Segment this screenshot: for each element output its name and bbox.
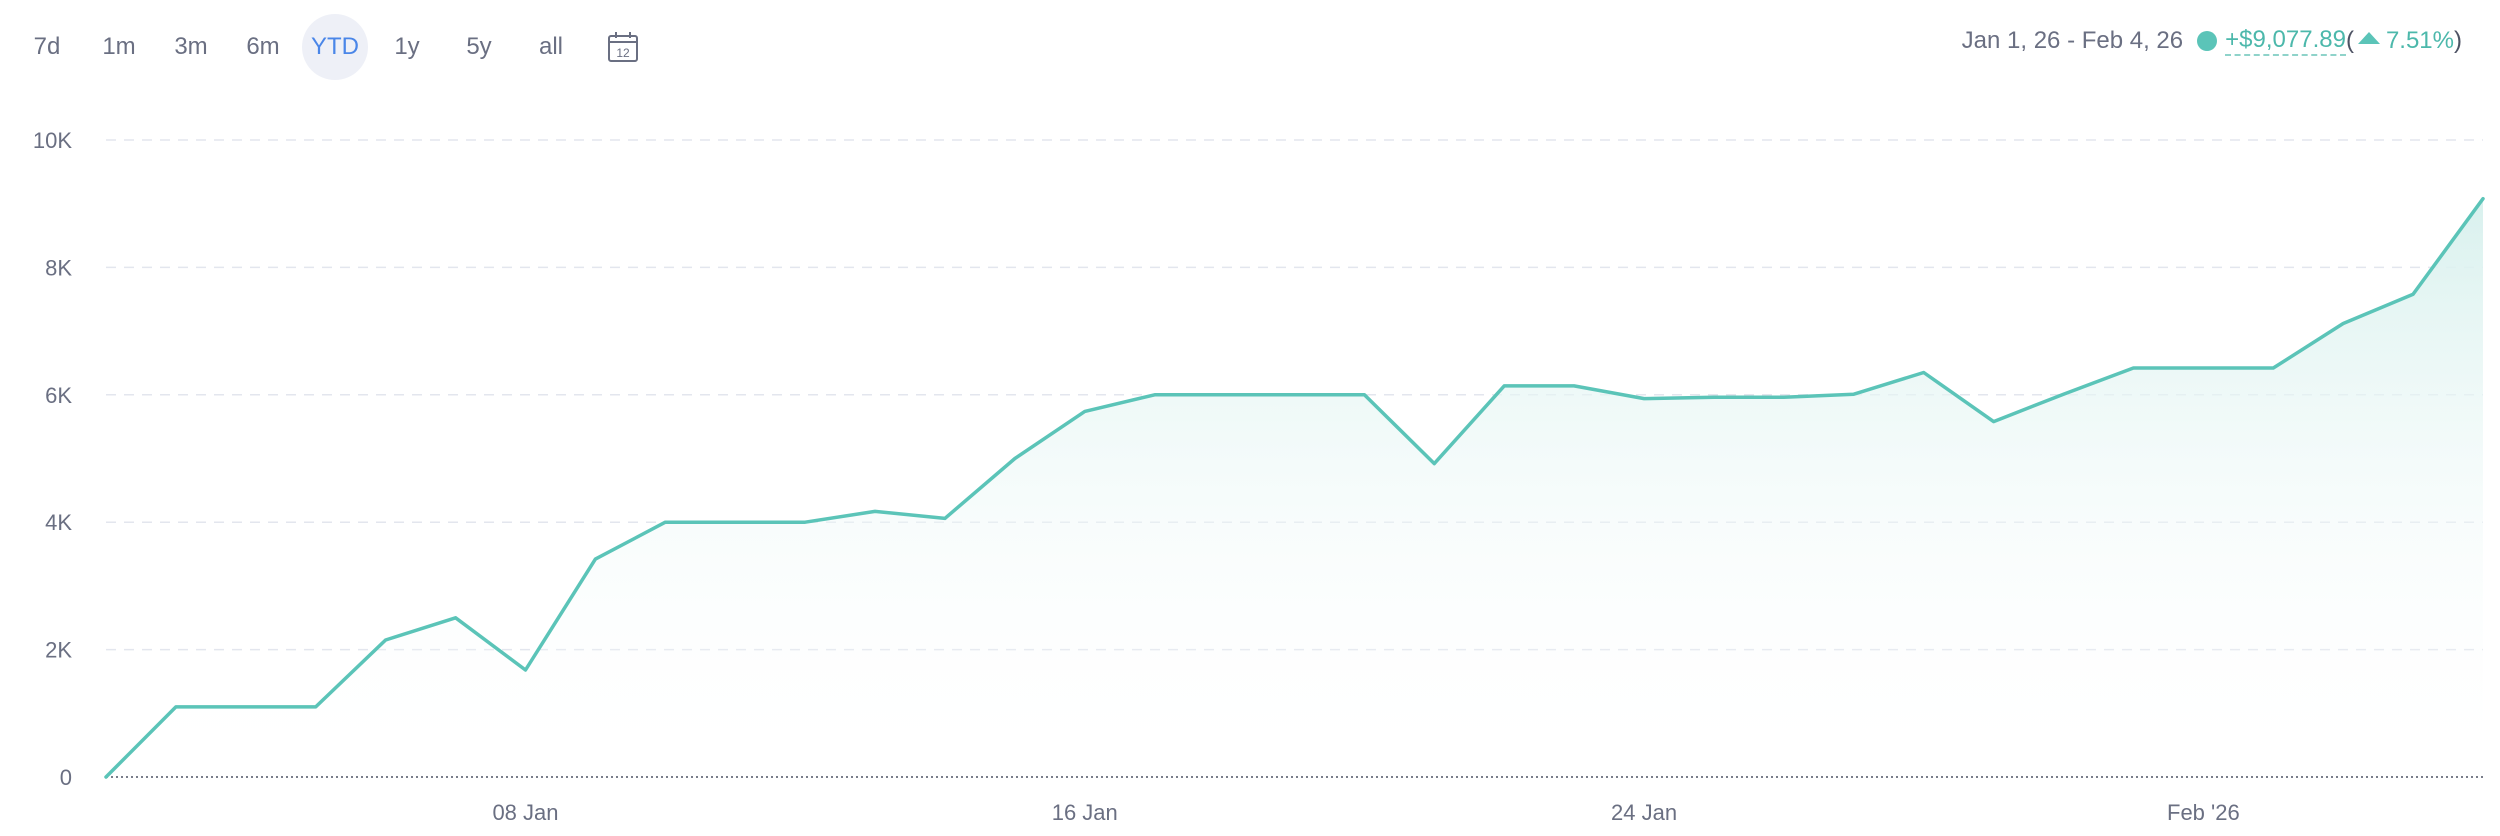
x-tick-label: Feb '26: [2167, 800, 2240, 825]
range-button-all[interactable]: all: [538, 33, 563, 60]
summary: Jan 1, 26 - Feb 4, 26 +$9,077.89 ( 7.51%…: [1962, 26, 2462, 56]
up-triangle-icon: [2357, 32, 2380, 44]
series-line: [104, 196, 2485, 779]
range-button-1m[interactable]: 1m: [102, 33, 136, 60]
y-tick-label: 0: [60, 765, 72, 790]
date-range: Jan 1, 26 - Feb 4, 26: [1961, 27, 2184, 54]
y-tick-label: 6K: [45, 383, 72, 408]
calendar-button[interactable]: 12: [590, 14, 656, 80]
x-tick-label: 24 Jan: [1611, 800, 1677, 825]
calendar-icon: 12: [608, 32, 638, 62]
close-paren: ): [2454, 27, 2462, 54]
range-button-6m[interactable]: 6m: [246, 33, 280, 60]
x-tick-label: 08 Jan: [492, 800, 558, 825]
y-tick-label: 2K: [45, 638, 72, 663]
range-button-7d[interactable]: 7d: [33, 33, 61, 60]
range-selector: 7d 1m 3m 6m YTD 1y 5y all 12: [14, 14, 656, 80]
change-percent: 7.51%: [2385, 27, 2454, 54]
y-tick-label: 10K: [33, 128, 72, 153]
series-dot-icon: [2197, 31, 2218, 51]
range-button-1y[interactable]: 1y: [394, 33, 420, 60]
x-tick-label: 16 Jan: [1052, 800, 1118, 825]
open-paren: (: [2345, 27, 2354, 54]
range-button-3m[interactable]: 3m: [174, 33, 208, 60]
range-button-ytd[interactable]: YTD: [302, 14, 368, 80]
calendar-day: 12: [616, 46, 630, 60]
y-tick-label: 4K: [45, 510, 72, 535]
range-button-5y[interactable]: 5y: [466, 33, 492, 60]
change-amount[interactable]: +$9,077.89: [2225, 26, 2346, 56]
y-tick-label: 8K: [45, 255, 72, 280]
series-area: [106, 198, 2483, 777]
